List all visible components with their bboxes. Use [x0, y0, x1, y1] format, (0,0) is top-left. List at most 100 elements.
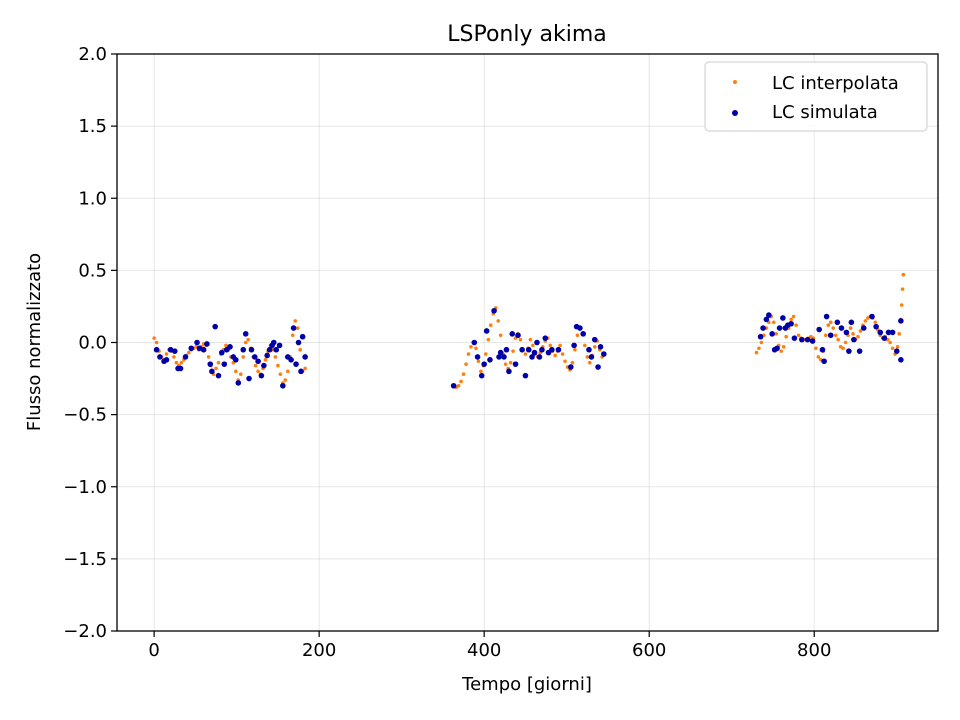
interpolata-point [511, 349, 515, 353]
interpolata-point [246, 337, 250, 342]
interpolata-point [774, 332, 779, 336]
interpolata-point [558, 343, 562, 348]
legend-marker-simulata [732, 110, 738, 116]
interpolata-point [276, 363, 280, 368]
interpolata-point [754, 350, 759, 355]
interpolata-point [841, 346, 845, 351]
simulata-point [261, 362, 267, 369]
simulata-point [763, 316, 770, 323]
simulata-point [597, 344, 604, 350]
simulata-point [586, 346, 592, 353]
interpolata-point [858, 329, 863, 333]
simulata-point [898, 318, 904, 324]
legend-marker-interpolata [733, 80, 737, 84]
simulata-point [776, 325, 783, 331]
interpolata-point [528, 337, 533, 342]
interpolata-point [273, 355, 278, 359]
interpolata-point [456, 383, 461, 388]
interpolata-point [890, 346, 895, 351]
simulata-point [163, 357, 170, 363]
interpolata-point [154, 340, 159, 345]
interpolata-point [772, 320, 776, 325]
interpolata-point [848, 326, 853, 330]
interpolata-point [466, 352, 471, 356]
interpolata-point [592, 345, 597, 349]
legend: LC interpolata LC simulata [704, 61, 928, 132]
data-points [152, 272, 906, 390]
simulata-point [276, 342, 283, 349]
legend-box [704, 61, 928, 132]
simulata-point [506, 368, 512, 375]
interpolata-point [587, 360, 592, 365]
simulata-point [471, 339, 478, 346]
interpolata-point [575, 333, 580, 338]
simulata-point [474, 354, 481, 360]
interpolata-point [179, 360, 184, 365]
interpolata-point [174, 360, 179, 365]
interpolata-point [826, 323, 831, 327]
interpolata-point [888, 340, 892, 345]
interpolata-point [241, 355, 246, 359]
interpolata-point [479, 369, 483, 374]
simulata-point [295, 339, 302, 346]
x-tick-label: 200 [302, 640, 336, 661]
simulata-point [601, 351, 607, 357]
simulata-point [258, 372, 265, 379]
simulata-point [221, 361, 228, 367]
interpolata-point [570, 360, 575, 365]
interpolata-point [863, 319, 868, 323]
interpolata-point [243, 340, 248, 345]
x-tick-label: 400 [467, 640, 501, 661]
simulata-point [153, 346, 160, 353]
simulata-point [856, 348, 863, 354]
simulata-point [536, 354, 543, 360]
interpolata-point [278, 372, 283, 377]
simulata-point [171, 348, 178, 354]
interpolata-point [484, 352, 488, 356]
simulata-point [843, 329, 850, 336]
simulata-point [215, 372, 222, 379]
interpolata-point [851, 332, 855, 336]
simulata-point [182, 354, 189, 360]
simulata-point [860, 325, 867, 331]
interpolata-point [238, 372, 243, 377]
simulata-point [893, 348, 900, 354]
simulata-point [248, 346, 255, 353]
simulata-point [821, 358, 827, 365]
interpolata-point [897, 332, 902, 336]
interpolata-point [496, 319, 501, 323]
interpolata-point [469, 345, 473, 349]
interpolata-point [256, 369, 260, 374]
interpolata-point [459, 379, 463, 384]
interpolata-point [283, 378, 288, 382]
interpolata-point [831, 326, 836, 330]
interpolata-point [503, 362, 508, 366]
simulata-point [799, 336, 805, 343]
simulata-point [873, 323, 879, 330]
interpolata-point [263, 358, 268, 362]
legend-label-interpolata: LC interpolata [772, 73, 899, 94]
simulata-point [270, 339, 277, 346]
y-tick-label: −2.0 [63, 621, 107, 642]
simulata-point [877, 329, 884, 336]
simulata-point [240, 346, 247, 353]
simulata-point [522, 372, 529, 379]
simulata-point [188, 345, 195, 352]
simulata-point [503, 346, 510, 353]
simulata-point [302, 354, 308, 360]
y-tick-label: −0.5 [63, 405, 107, 426]
interpolata-point [823, 333, 828, 338]
simulata-point [280, 382, 286, 389]
y-tick-label: 0.5 [78, 260, 107, 281]
simulata-point [204, 341, 210, 347]
interpolata-point [873, 320, 878, 325]
y-tick-label: 1.5 [78, 116, 107, 137]
simulata-point [157, 354, 163, 360]
simulata-point [255, 358, 261, 365]
interpolata-point [553, 353, 557, 358]
interpolata-point [843, 340, 848, 345]
interpolata-point [295, 326, 300, 330]
x-tick-label: 800 [797, 640, 831, 661]
simulata-point [194, 339, 200, 346]
interpolata-point [298, 347, 302, 352]
